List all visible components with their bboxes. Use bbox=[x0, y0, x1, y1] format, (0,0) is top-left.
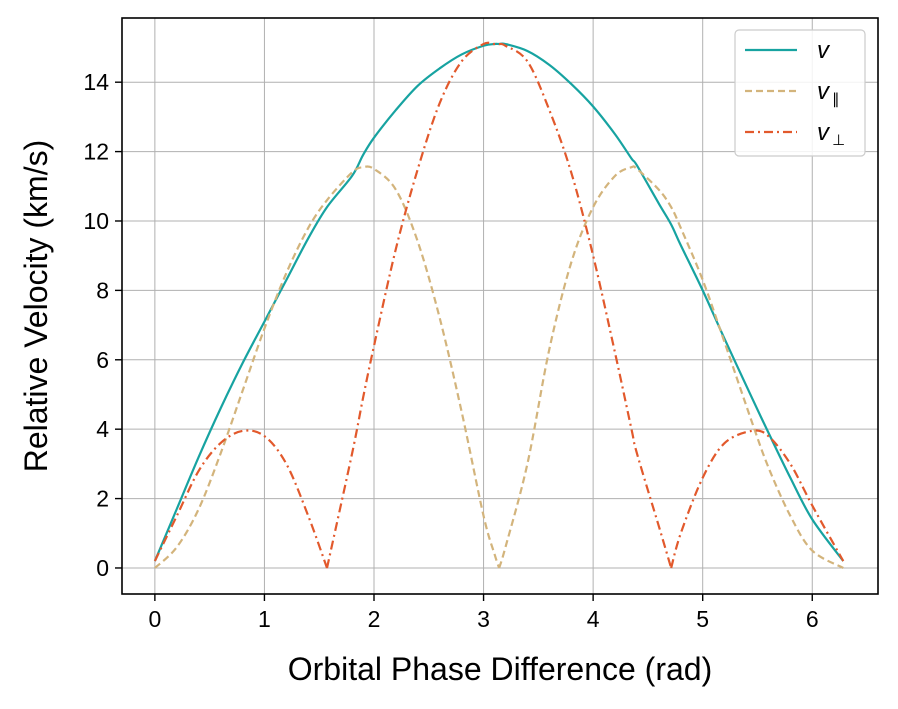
x-tick-label: 1 bbox=[258, 606, 271, 632]
y-axis-label: Relative Velocity (km/s) bbox=[18, 140, 54, 473]
series-group bbox=[153, 41, 845, 569]
series-line-2 bbox=[154, 165, 844, 569]
legend-label-3: v ⊥ bbox=[817, 119, 845, 149]
y-tick-label: 6 bbox=[96, 347, 109, 373]
y-tick-label: 2 bbox=[96, 486, 109, 512]
y-tick-label: 14 bbox=[83, 69, 109, 95]
legend-label-2: v ∥ bbox=[817, 78, 840, 108]
series-line-3 bbox=[153, 41, 845, 569]
legend: v v ∥ v ⊥ bbox=[734, 29, 866, 157]
y-tick-label: 12 bbox=[83, 139, 109, 165]
x-tick-label: 6 bbox=[806, 606, 819, 632]
legend-box bbox=[734, 29, 866, 157]
x-tick-label: 2 bbox=[368, 606, 381, 632]
y-tick-label: 8 bbox=[96, 277, 109, 303]
x-axis-label: Orbital Phase Difference (rad) bbox=[288, 651, 712, 687]
y-tick-label: 10 bbox=[83, 208, 109, 234]
legend-label-1: v bbox=[817, 37, 831, 64]
y-tick-label: 0 bbox=[96, 555, 109, 581]
grid bbox=[122, 18, 878, 594]
x-tick-label: 5 bbox=[696, 606, 709, 632]
x-tick-label: 3 bbox=[477, 606, 490, 632]
plot-frame bbox=[121, 17, 879, 595]
y-tick-label: 4 bbox=[96, 416, 109, 442]
x-tick-label: 0 bbox=[148, 606, 161, 632]
x-tick-label: 4 bbox=[587, 606, 600, 632]
